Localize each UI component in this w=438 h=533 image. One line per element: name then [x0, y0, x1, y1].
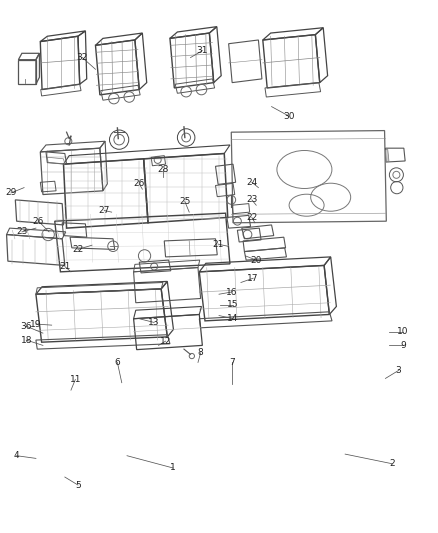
Text: 4: 4: [14, 451, 19, 460]
Text: 22: 22: [246, 213, 258, 222]
Text: 18: 18: [21, 336, 32, 344]
Text: 26: 26: [134, 180, 145, 188]
Text: 26: 26: [33, 217, 44, 225]
Text: 20: 20: [251, 256, 262, 264]
Text: 7: 7: [229, 358, 235, 367]
Text: 12: 12: [160, 337, 171, 345]
Text: 9: 9: [400, 341, 406, 350]
Text: 17: 17: [247, 274, 259, 282]
Text: 15: 15: [227, 301, 239, 309]
Text: 28: 28: [157, 165, 169, 174]
Text: 23: 23: [16, 228, 28, 236]
Text: 29: 29: [5, 189, 17, 197]
Text: 13: 13: [148, 318, 160, 327]
Text: 30: 30: [283, 112, 295, 120]
Text: 16: 16: [226, 288, 237, 296]
Text: 25: 25: [179, 197, 191, 206]
Text: 23: 23: [246, 196, 258, 204]
Text: 3: 3: [396, 366, 402, 375]
Text: 27: 27: [99, 206, 110, 215]
Text: 2: 2: [389, 459, 395, 468]
Text: 32: 32: [77, 53, 88, 62]
Text: 21: 21: [59, 262, 71, 271]
Text: 36: 36: [21, 322, 32, 330]
Text: 19: 19: [30, 320, 42, 328]
Polygon shape: [385, 148, 389, 162]
Text: 21: 21: [212, 240, 224, 248]
Text: 31: 31: [197, 46, 208, 55]
Text: 1: 1: [170, 464, 176, 472]
Text: 11: 11: [70, 375, 81, 384]
Text: 14: 14: [227, 314, 239, 323]
Text: 10: 10: [397, 327, 409, 336]
Text: 5: 5: [75, 481, 81, 489]
Text: 24: 24: [246, 178, 258, 187]
Text: 6: 6: [114, 358, 120, 367]
Text: 22: 22: [72, 245, 84, 254]
Text: 8: 8: [198, 349, 204, 357]
